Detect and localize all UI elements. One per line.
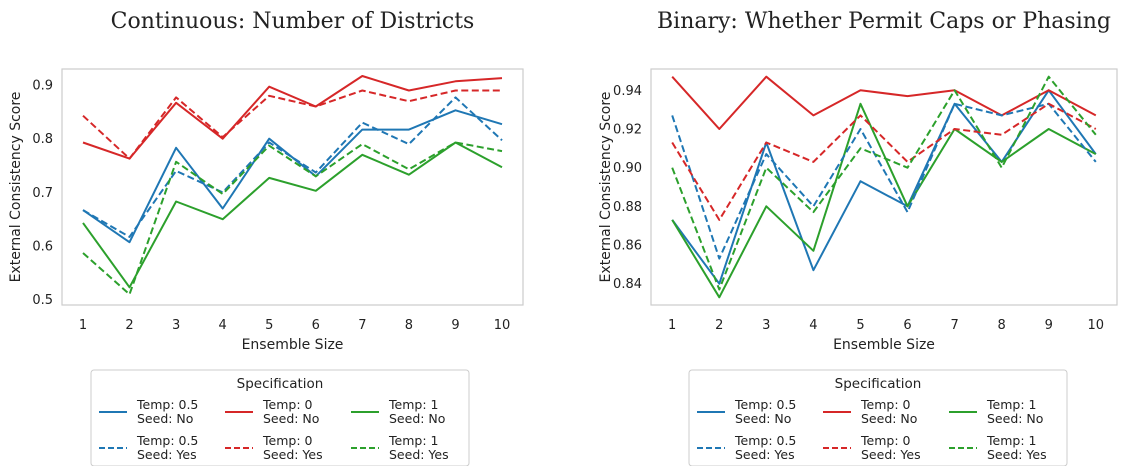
chart-binary-permit-caps-or-phasing: Binary: Whether Permit Caps or Phasing 0.… — [598, 9, 1118, 353]
legend-entry-label: Temp: 0.5 Seed: Yes — [136, 433, 198, 462]
plot-frame — [650, 68, 1118, 306]
legend-entry-label: Temp: 1 Seed: No — [986, 397, 1043, 426]
legend-entry-label: Temp: 0.5 Seed: No — [734, 397, 796, 426]
chart-continuous-number-of-districts: Continuous: Number of Districts 0.5 0.6 0.7… — [8, 9, 524, 353]
legend-entry-label: Temp: 0 Seed: No — [262, 397, 319, 426]
legend-entry-label: Temp: 1 Seed: Yes — [388, 433, 449, 462]
y-tick-label: 0.9 — [32, 79, 53, 94]
x-tick-label: 10 — [494, 318, 511, 333]
y-tick-label: 0.92 — [613, 122, 642, 137]
y-axis-label: External Consistency Score — [598, 92, 614, 283]
y-tick-label: 0.94 — [613, 84, 642, 99]
series-line-temp-0-seed-no — [671, 75, 1097, 130]
y-tick-label: 0.90 — [613, 161, 642, 176]
x-tick-label: 1 — [79, 318, 87, 333]
series-line-temp-0-seed-no — [82, 75, 503, 160]
legend-entry-label: Temp: 1 Seed: Yes — [986, 433, 1047, 462]
legend-binary: Specification Temp: 0.5 Seed: No Temp: 0 See… — [688, 369, 1068, 467]
series-line-temp-0-seed-yes — [671, 102, 1097, 221]
series-line-temp-1-seed-no — [82, 141, 503, 289]
x-tick-label: 8 — [405, 318, 413, 333]
x-tick-label: 5 — [856, 318, 864, 333]
legend-entry-label: Temp: 0.5 Seed: No — [136, 397, 198, 426]
legend-entry-label: Temp: 0.5 Seed: Yes — [734, 433, 796, 462]
legend-continuous: Specification Temp: 0.5 Seed: No Temp: 0 See… — [90, 369, 470, 467]
y-tick-label: 0.6 — [32, 240, 53, 255]
series-line-temp-1-seed-yes — [671, 75, 1097, 291]
x-tick-label: 6 — [312, 318, 320, 333]
y-axis-label: External Consistency Score — [8, 92, 24, 283]
series-line-temp-0-5-seed-no — [82, 109, 503, 244]
y-tick-label: 0.8 — [32, 132, 53, 147]
x-axis-label: Ensemble Size — [833, 337, 935, 353]
series-line-temp-1-seed-no — [671, 102, 1097, 299]
x-tick-label: 3 — [172, 318, 180, 333]
y-tick-label: 0.84 — [613, 277, 642, 292]
plot-frame — [61, 68, 524, 306]
legend-entry-label: Temp: 1 Seed: No — [388, 397, 445, 426]
y-tick-label: 0.88 — [613, 200, 642, 215]
chart-title: Binary: Whether Permit Caps or Phasing — [657, 9, 1111, 34]
x-tick-label: 4 — [219, 318, 227, 333]
x-tick-label: 7 — [358, 318, 366, 333]
x-tick-label: 9 — [1045, 318, 1053, 333]
x-tick-label: 7 — [950, 318, 958, 333]
x-tick-label: 9 — [451, 318, 459, 333]
series-line-temp-0-5-seed-yes — [671, 102, 1097, 260]
x-tick-label: 10 — [1088, 318, 1105, 333]
series-line-temp-0-5-seed-yes — [82, 96, 503, 238]
x-tick-label: 2 — [715, 318, 723, 333]
x-tick-label: 2 — [125, 318, 133, 333]
x-tick-label: 5 — [265, 318, 273, 333]
x-axis-label: Ensemble Size — [242, 337, 344, 353]
legend-entry-label: Temp: 0 Seed: Yes — [262, 433, 323, 462]
series-line-temp-0-seed-yes — [82, 89, 502, 160]
legend-entry-label: Temp: 0 Seed: Yes — [860, 433, 921, 462]
x-tick-label: 1 — [668, 318, 676, 333]
x-tick-label: 3 — [762, 318, 770, 333]
x-tick-label: 4 — [809, 318, 817, 333]
x-tick-label: 6 — [903, 318, 911, 333]
legend-entry-label: Temp: 0 Seed: No — [860, 397, 917, 426]
legend-title: Specification — [237, 376, 324, 392]
x-tick-label: 8 — [998, 318, 1006, 333]
series-line-temp-1-seed-yes — [82, 141, 503, 296]
y-tick-label: 0.7 — [32, 186, 53, 201]
chart-title: Continuous: Number of Districts — [111, 9, 475, 34]
y-tick-label: 0.86 — [613, 239, 642, 254]
series-line-temp-0-5-seed-no — [671, 89, 1097, 285]
y-tick-label: 0.5 — [32, 293, 53, 308]
legend-title: Specification — [835, 376, 922, 392]
